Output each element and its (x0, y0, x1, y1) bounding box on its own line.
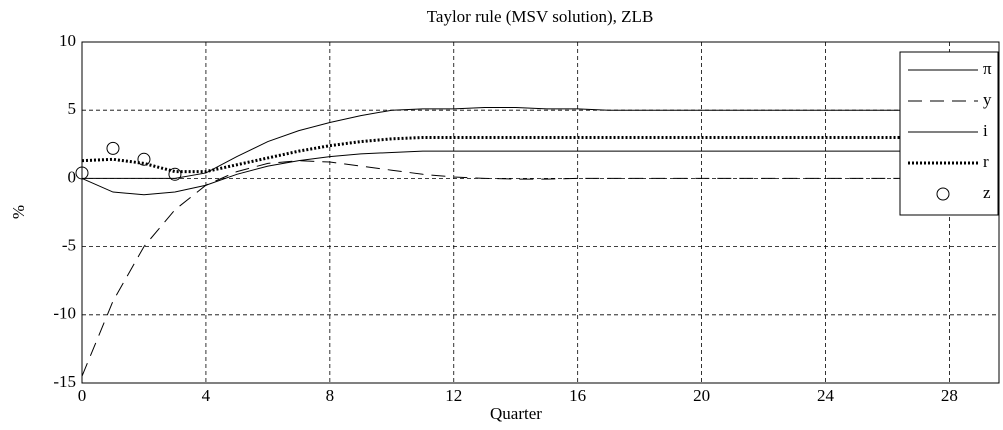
x-tick-label: 24 (817, 386, 835, 405)
y-axis-label: % (9, 205, 28, 219)
chart-title: Taylor rule (MSV solution), ZLB (427, 7, 654, 26)
x-tick-label: 4 (202, 386, 211, 405)
legend-box (899, 51, 999, 216)
line (81, 150, 981, 196)
x-tick-label: 28 (941, 386, 958, 405)
marker (75, 166, 89, 180)
y-tick-label: 0 (68, 167, 77, 186)
legend-label: r (983, 152, 989, 171)
y-tick-label: -10 (53, 304, 76, 323)
marker (106, 141, 120, 155)
y-tick-label: 10 (59, 31, 76, 50)
legend-label: i (983, 121, 988, 140)
x-axis-label: Quarter (490, 404, 542, 423)
marker (168, 167, 182, 181)
legend-label: π (983, 59, 992, 78)
line (81, 135, 981, 174)
line (81, 160, 981, 377)
x-tick-label: 0 (78, 386, 87, 405)
x-tick-label: 16 (569, 386, 586, 405)
legend-label: z (983, 183, 991, 202)
y-tick-label: -15 (53, 372, 76, 391)
legend-label: y (983, 90, 992, 109)
marker (137, 152, 151, 166)
legend-marker (936, 187, 950, 201)
x-tick-label: 12 (445, 386, 462, 405)
x-tick-label: 8 (326, 386, 335, 405)
plot-frame (81, 41, 1000, 384)
y-tick-label: 5 (68, 99, 77, 118)
y-tick-label: -5 (62, 236, 76, 255)
line (82, 106, 981, 179)
x-tick-label: 20 (693, 386, 710, 405)
